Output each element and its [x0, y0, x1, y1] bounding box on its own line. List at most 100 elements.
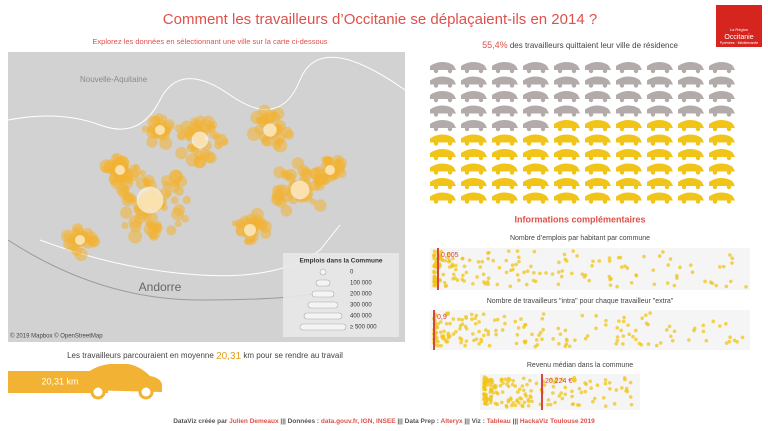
- strip-dot: [525, 269, 530, 273]
- car-wheel: [619, 184, 625, 190]
- car-wheel: [509, 126, 515, 132]
- car-icon: [461, 62, 487, 70]
- strip-dot: [724, 322, 728, 326]
- strip-dot: [470, 317, 474, 321]
- strip-dot: [492, 383, 497, 388]
- map-dot: [335, 159, 342, 166]
- strip-dot: [497, 265, 502, 270]
- strip-dot: [467, 258, 472, 262]
- strip-dot: [615, 284, 619, 289]
- car-icon: [709, 62, 735, 70]
- strip-dot: [672, 329, 677, 334]
- car-wheel: [633, 199, 639, 204]
- strip-dot: [494, 332, 498, 337]
- map-dot: [175, 146, 188, 160]
- car-wheel: [557, 155, 563, 161]
- legend-symbol: [303, 312, 343, 320]
- footer-part: Tableau: [487, 418, 511, 425]
- map-label: Nouvelle-Aquitaine: [80, 75, 148, 84]
- strip-dot: [556, 326, 561, 331]
- car-wheel: [433, 199, 439, 204]
- map-city: [115, 165, 125, 175]
- strip-dot: [672, 283, 677, 288]
- car-icon: [678, 163, 704, 172]
- footer-part: |||: [511, 418, 520, 425]
- car-wheel: [695, 170, 701, 175]
- strip-dot: [621, 334, 626, 338]
- car-icon: [647, 120, 673, 128]
- strip-dot: [491, 258, 496, 263]
- strip-dot: [546, 398, 551, 402]
- map-dot: [261, 133, 275, 147]
- strip-dot: [608, 387, 612, 391]
- car-wheel: [447, 141, 453, 146]
- car-wheel: [526, 184, 532, 190]
- strip-dot: [510, 382, 515, 387]
- car-wheel: [619, 126, 625, 132]
- car-wheel: [557, 97, 563, 103]
- strip-dot: [445, 339, 450, 344]
- car-wheel: [726, 83, 732, 88]
- strip-dot: [643, 313, 648, 317]
- strip-dot: [474, 313, 479, 318]
- car-icon: [647, 105, 673, 114]
- strip-dot: [471, 332, 475, 336]
- strip-dot: [516, 326, 521, 330]
- strip-dot: [461, 273, 465, 278]
- car-icon: [554, 105, 580, 114]
- car-icon: [430, 105, 456, 114]
- strip-dot: [621, 319, 626, 324]
- car-icon: [709, 178, 735, 186]
- car-wheel: [509, 112, 515, 117]
- strip-band: [430, 248, 750, 290]
- car-wheel: [726, 126, 732, 132]
- strip-dot: [483, 328, 488, 332]
- car-icon: [647, 91, 673, 99]
- car-wheel: [540, 97, 546, 103]
- map-dot: [220, 137, 229, 146]
- strip-dot: [520, 384, 525, 388]
- map-city: [191, 131, 209, 149]
- footer-part: HackaViz Toulouse 2019: [520, 418, 595, 425]
- strip-dot: [504, 270, 509, 275]
- strip-dot: [675, 276, 679, 280]
- car-wheel: [464, 141, 470, 146]
- car-icon: [523, 163, 549, 172]
- car-icon: [492, 192, 518, 201]
- strip-dot: [560, 377, 565, 382]
- strip-dot: [633, 328, 638, 333]
- car-icon: [461, 120, 487, 128]
- strip-dot: [664, 328, 669, 332]
- strip-dot: [481, 272, 486, 277]
- strip-dot: [529, 389, 533, 393]
- strip-highlight-label: 20 224 €: [545, 378, 572, 385]
- car-icon: [678, 91, 704, 99]
- strip-dot: [740, 335, 745, 340]
- car-icon: [678, 62, 704, 70]
- strip-dot: [735, 340, 739, 344]
- car-wheel: [633, 170, 639, 175]
- strip-dot: [439, 343, 443, 348]
- strip-dot: [534, 381, 539, 386]
- strip-dot: [495, 391, 500, 396]
- strip-dot: [594, 314, 598, 318]
- car-wheel: [664, 184, 670, 190]
- car-wheel: [633, 141, 639, 146]
- strip-dot: [724, 284, 729, 289]
- car-wheel: [588, 155, 594, 161]
- car-wheel: [650, 126, 656, 132]
- strip-dot: [585, 334, 590, 338]
- car-icon: [492, 120, 518, 128]
- car-wheel: [695, 199, 701, 204]
- map-dot: [284, 129, 294, 140]
- car-wheel: [478, 97, 484, 103]
- car-wheel: [664, 155, 670, 161]
- car-wheel: [650, 112, 656, 117]
- car-wheel: [588, 97, 594, 103]
- strip-dot: [447, 265, 452, 269]
- strip-dot: [516, 255, 521, 260]
- car-wheel: [633, 68, 639, 74]
- strip-dot: [442, 280, 447, 285]
- car-wheel: [478, 155, 484, 161]
- strip-dot: [563, 257, 568, 262]
